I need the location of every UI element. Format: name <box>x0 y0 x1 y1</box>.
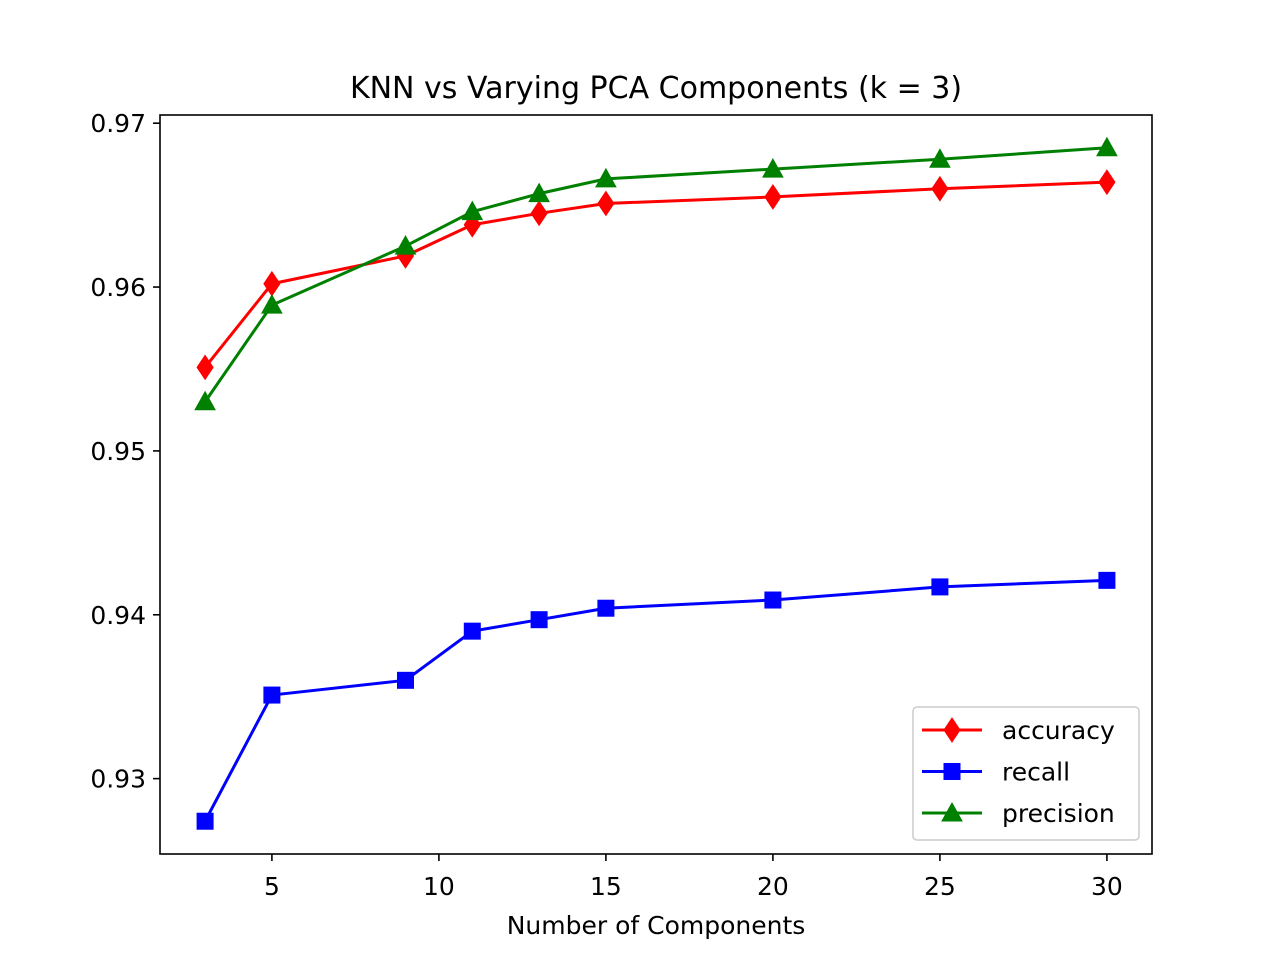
y-tick-label: 0.97 <box>90 109 146 138</box>
y-tick-label: 0.96 <box>90 273 146 302</box>
accuracy-point <box>597 190 615 217</box>
legend-marker <box>941 801 963 822</box>
precision-point <box>595 167 617 188</box>
recall-point <box>764 591 782 609</box>
legend-marker <box>943 763 961 780</box>
accuracy-point <box>1098 169 1116 196</box>
legend-box <box>912 706 1140 841</box>
legend-entry-precision: precision <box>922 799 1115 828</box>
chart-title: KNN vs Varying PCA Components (k = 3) <box>350 71 962 106</box>
precision-point <box>261 294 283 314</box>
recall-point <box>530 611 548 629</box>
accuracy-point <box>764 184 782 210</box>
precision-point <box>394 235 417 255</box>
accuracy-point <box>931 175 949 202</box>
precision-point <box>1096 136 1118 157</box>
legend-label: accuracy <box>1002 716 1115 745</box>
axes-frame <box>159 114 1153 855</box>
accuracy-point <box>196 354 214 381</box>
precision-point <box>528 182 550 203</box>
x-axis: 5 10 15 20 25 30 <box>264 854 1123 901</box>
precision-point <box>194 390 216 411</box>
y-tick-label: 0.93 <box>90 765 146 794</box>
recall-point <box>263 686 281 704</box>
precision-point <box>762 158 784 178</box>
x-tick-label: 25 <box>924 872 956 901</box>
legend-label: recall <box>1002 758 1070 787</box>
legend-marker <box>943 717 961 743</box>
precision-point <box>461 200 484 221</box>
series-layer <box>194 136 1118 830</box>
legend-entry-accuracy: accuracy <box>922 716 1115 745</box>
y-tick-label: 0.95 <box>90 437 146 466</box>
plot-area <box>159 114 1153 855</box>
x-tick-label: 10 <box>423 872 455 901</box>
series-recall <box>196 571 1116 830</box>
recall-point <box>931 578 949 596</box>
y-axis: 0.93 0.94 0.95 0.96 0.97 <box>90 109 160 794</box>
recall-point <box>597 599 615 617</box>
legend: accuracy recall precision <box>912 706 1140 841</box>
recall-point <box>1098 571 1116 589</box>
y-tick-label: 0.94 <box>90 601 146 630</box>
legend-entry-recall: recall <box>922 758 1070 787</box>
recall-point <box>196 812 214 830</box>
x-tick-label: 15 <box>590 872 622 901</box>
recall-point <box>396 671 414 689</box>
accuracy-point <box>530 200 548 227</box>
recall-point <box>463 622 481 640</box>
legend-label: precision <box>1002 799 1115 828</box>
x-tick-label: 5 <box>264 872 280 901</box>
x-tick-label: 30 <box>1091 872 1123 901</box>
x-tick-label: 20 <box>757 872 789 901</box>
series-precision <box>194 136 1118 411</box>
precision-point <box>929 148 951 168</box>
x-axis-title: Number of Components <box>507 911 806 940</box>
